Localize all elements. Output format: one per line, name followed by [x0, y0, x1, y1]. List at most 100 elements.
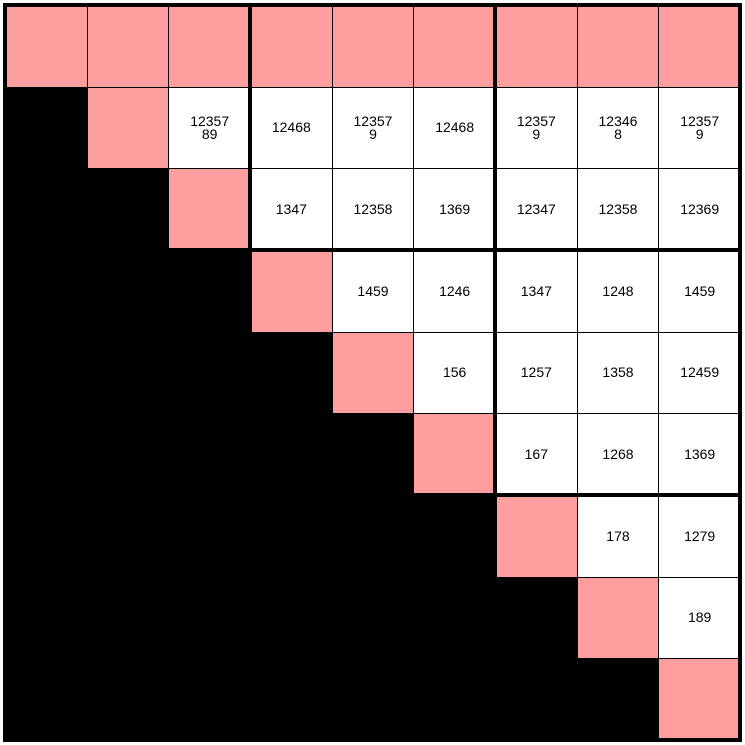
blocked-cell [331, 413, 415, 496]
candidates: 12468 [435, 119, 475, 136]
given-cell [658, 658, 741, 741]
candidate-cell: 12369 [658, 168, 741, 251]
blocked-cell [86, 168, 170, 251]
blocked-cell [331, 576, 415, 660]
candidates: 1347 [275, 201, 307, 218]
candidates: 1257 [520, 364, 552, 381]
candidates: 123579 [680, 112, 720, 142]
candidate-cell: 1246 [413, 250, 496, 333]
given-cell [495, 5, 578, 88]
candidates: 1246 [439, 282, 471, 299]
candidate-cell: 1459 [658, 250, 741, 333]
candidate-cell: 156 [413, 331, 496, 415]
given-cell [168, 5, 251, 88]
candidates: 1347 [520, 282, 552, 299]
candidates: 1248 [602, 282, 634, 299]
candidate-cell: 12347 [495, 168, 578, 251]
given-cell [331, 331, 415, 415]
box-border [3, 3, 742, 7]
blocked-cell [250, 495, 333, 578]
blocked-cell [168, 250, 251, 333]
blocked-cell [5, 658, 88, 741]
given-cell [413, 413, 496, 496]
blocked-cell [495, 576, 578, 660]
blocked-cell [250, 331, 333, 415]
candidates: 1369 [684, 446, 716, 463]
candidates: 12358 [598, 201, 638, 218]
candidates: 1279 [684, 527, 716, 544]
candidate-cell: 167 [495, 413, 578, 496]
candidates: 12369 [680, 201, 720, 218]
candidate-cell: 1347 [495, 250, 578, 333]
candidates: 12468 [271, 119, 311, 136]
candidates: 156 [442, 364, 467, 381]
blocked-cell [5, 576, 88, 660]
blocked-cell [576, 658, 660, 741]
given-cell [86, 86, 170, 170]
blocked-cell [5, 168, 88, 251]
box-border [3, 493, 742, 497]
candidate-cell: 12468 [413, 86, 496, 170]
candidate-cell: 1369 [658, 413, 741, 496]
candidates: 12358 [353, 201, 393, 218]
blocked-cell [168, 658, 251, 741]
candidate-cell: 1279 [658, 495, 741, 578]
candidates: 178 [606, 527, 630, 544]
blocked-cell [250, 576, 333, 660]
candidates: 167 [524, 446, 548, 463]
candidate-cell: 12358 [576, 168, 660, 251]
puzzle-board: 1235789 12468 123579 12468 123579 123468 12357… [3, 3, 742, 742]
candidate-cell: 12358 [331, 168, 415, 251]
given-cell [250, 5, 333, 88]
candidates: 1235789 [190, 112, 230, 142]
candidate-cell: 1369 [413, 168, 496, 251]
given-cell [86, 5, 170, 88]
candidates: 1369 [439, 201, 471, 218]
blocked-cell [250, 413, 333, 496]
candidates: 12459 [680, 364, 720, 381]
given-cell [576, 5, 660, 88]
candidate-cell: 1347 [250, 168, 333, 251]
blocked-cell [413, 495, 496, 578]
candidate-cell: 123579 [495, 86, 578, 170]
blocked-cell [168, 331, 251, 415]
blocked-cell [86, 576, 170, 660]
candidates: 1358 [602, 364, 634, 381]
candidate-cell: 189 [658, 576, 741, 660]
candidates: 1459 [684, 282, 716, 299]
candidate-cell: 1358 [576, 331, 660, 415]
given-cell [331, 5, 415, 88]
candidate-cell: 1268 [576, 413, 660, 496]
given-cell [250, 250, 333, 333]
blocked-cell [168, 413, 251, 496]
candidates: 123579 [353, 112, 393, 142]
blocked-cell [86, 658, 170, 741]
candidate-cell: 178 [576, 495, 660, 578]
candidate-cell: 1235789 [168, 86, 251, 170]
given-cell [495, 495, 578, 578]
candidates: 123468 [598, 112, 638, 142]
given-cell [413, 5, 496, 88]
given-cell [658, 5, 741, 88]
candidates: 1268 [602, 446, 634, 463]
candidate-cell: 123468 [576, 86, 660, 170]
blocked-cell [250, 658, 333, 741]
blocked-cell [168, 576, 251, 660]
box-border [3, 248, 742, 252]
candidates: 1459 [357, 282, 389, 299]
blocked-cell [413, 576, 496, 660]
blocked-cell [413, 658, 496, 741]
candidates: 123579 [516, 112, 556, 142]
blocked-cell [86, 413, 170, 496]
blocked-cell [331, 495, 415, 578]
blocked-cell [5, 413, 88, 496]
blocked-cell [5, 495, 88, 578]
given-cell [5, 5, 88, 88]
blocked-cell [331, 658, 415, 741]
candidates: 189 [687, 609, 712, 626]
blocked-cell [5, 250, 88, 333]
candidate-cell: 123579 [331, 86, 415, 170]
candidate-cell: 1248 [576, 250, 660, 333]
blocked-cell [86, 495, 170, 578]
